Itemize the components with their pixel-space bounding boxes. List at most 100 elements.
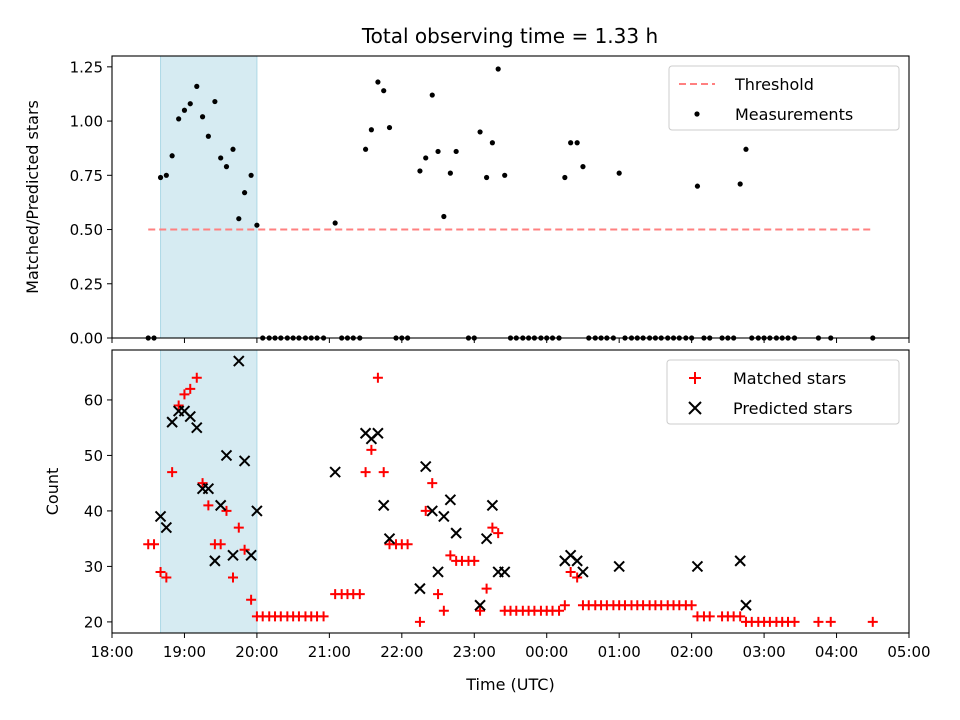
matched-stars-point	[173, 400, 184, 411]
bottom-x-tick-label: 05:00	[887, 643, 930, 661]
predicted-stars-point	[444, 494, 457, 506]
bottom-y-axis-label: Count	[43, 468, 62, 516]
measurements-point	[429, 92, 435, 98]
predicted-stars-point	[450, 527, 462, 539]
predicted-stars-point	[238, 455, 251, 467]
matched-stars-point	[155, 566, 166, 577]
measurements-point	[236, 216, 242, 222]
bottom-legend: Matched stars Predicted stars	[666, 359, 900, 425]
matched-stars-point	[867, 616, 878, 627]
bottom-y-tick-label: 50	[84, 447, 103, 465]
top-y-tick-label: 0.50	[70, 221, 103, 239]
matched-stars-point	[565, 566, 576, 577]
bottom-x-tick-label: 22:00	[380, 643, 423, 661]
measurements-point	[163, 172, 169, 178]
measurements-point	[441, 213, 447, 220]
measurements-point	[616, 170, 622, 176]
matched-stars-point	[318, 611, 329, 622]
measurements-point	[230, 146, 236, 152]
matched-stars-point	[372, 372, 383, 383]
matched-stars-point	[572, 572, 583, 583]
measurements-point	[381, 88, 387, 94]
matched-stars-point	[167, 467, 178, 478]
measurements-point	[254, 222, 260, 228]
measurements-point	[386, 124, 393, 131]
matched-stars-point	[360, 467, 371, 478]
matched-stars-point	[487, 522, 498, 533]
measurements-point	[362, 146, 369, 152]
measurements-point	[187, 101, 193, 107]
predicted-stars-point	[432, 566, 444, 578]
measurements-point	[212, 98, 218, 105]
measurements-point	[176, 116, 182, 122]
predicted-stars-point	[571, 555, 583, 567]
top-shaded-span	[160, 55, 258, 339]
matched-stars-point	[493, 528, 504, 539]
predicted-stars-point	[383, 532, 396, 545]
matched-stars-point	[427, 478, 438, 489]
bottom-y-tick-label: 30	[84, 558, 103, 576]
top-y-tick-label: 1.25	[70, 58, 103, 76]
predicted-stars-point	[166, 416, 178, 428]
legend-label: Threshold	[734, 75, 814, 94]
measurements-point	[157, 174, 164, 181]
measurements-point	[489, 140, 495, 146]
matched-stars-point	[378, 467, 389, 478]
measurements-point	[483, 174, 490, 181]
predicted-stars-point	[691, 560, 704, 573]
measurements-point	[423, 155, 429, 161]
measurements-point	[743, 146, 749, 152]
measurements-point	[502, 172, 508, 178]
top-legend-box	[668, 65, 900, 131]
matched-stars-point	[789, 616, 800, 627]
predicted-stars-point	[420, 460, 432, 473]
matched-stars-point	[185, 383, 196, 394]
bottom-x-axis-label: Time (UTC)	[465, 675, 554, 694]
bottom-legend-box	[666, 359, 900, 425]
bottom-y-tick-label: 20	[84, 613, 103, 631]
bottom-y-tick-label: 60	[84, 391, 103, 409]
legend-matched-swatch	[689, 372, 701, 384]
measurements-point	[477, 129, 483, 135]
legend-measurements-swatch	[694, 111, 700, 117]
measurements-point	[495, 66, 501, 72]
predicted-stars-point	[613, 560, 625, 573]
predicted-stars-point	[480, 532, 493, 545]
measurements-point	[694, 183, 701, 189]
matched-stars-point	[420, 505, 431, 516]
bottom-x-tick-label: 03:00	[742, 643, 785, 661]
measurements-point	[435, 148, 441, 155]
bottom-x-tick-label: 18:00	[90, 643, 133, 661]
predicted-stars-point	[227, 549, 239, 562]
predicted-stars-point	[438, 510, 450, 523]
bottom-shaded-span	[160, 349, 258, 634]
predicted-stars-point	[498, 566, 511, 578]
predicted-stars-point	[740, 599, 752, 611]
predicted-stars-point	[154, 510, 167, 523]
top-axes-frame	[111, 55, 910, 339]
matched-stars-point	[704, 611, 715, 622]
predicted-stars-point	[214, 499, 227, 512]
legend-label: Measurements	[735, 105, 853, 124]
bottom-x-tick-label: 00:00	[525, 643, 568, 661]
predicted-stars-point	[184, 410, 196, 423]
matched-stars-point	[197, 478, 208, 489]
matched-stars-point	[554, 605, 565, 616]
measurements-point	[241, 190, 248, 196]
predicted-stars-point	[191, 421, 203, 434]
bottom-x-tick-label: 20:00	[235, 643, 278, 661]
matched-stars-point	[438, 605, 449, 616]
predicted-stars-point	[486, 499, 499, 512]
predicted-stars-point	[372, 427, 384, 439]
legend-predicted-swatch	[688, 401, 702, 415]
predicted-stars-point	[377, 499, 390, 512]
measurements-point	[580, 164, 586, 170]
matched-stars-point	[433, 589, 444, 600]
bottom-x-tick-label: 04:00	[815, 643, 858, 661]
measurements-point	[332, 220, 338, 226]
matched-stars-point	[203, 500, 214, 511]
matched-stars-point	[469, 555, 480, 566]
matched-stars-point	[221, 505, 232, 516]
matched-stars-point	[481, 583, 492, 594]
matched-stars-point	[475, 605, 486, 616]
